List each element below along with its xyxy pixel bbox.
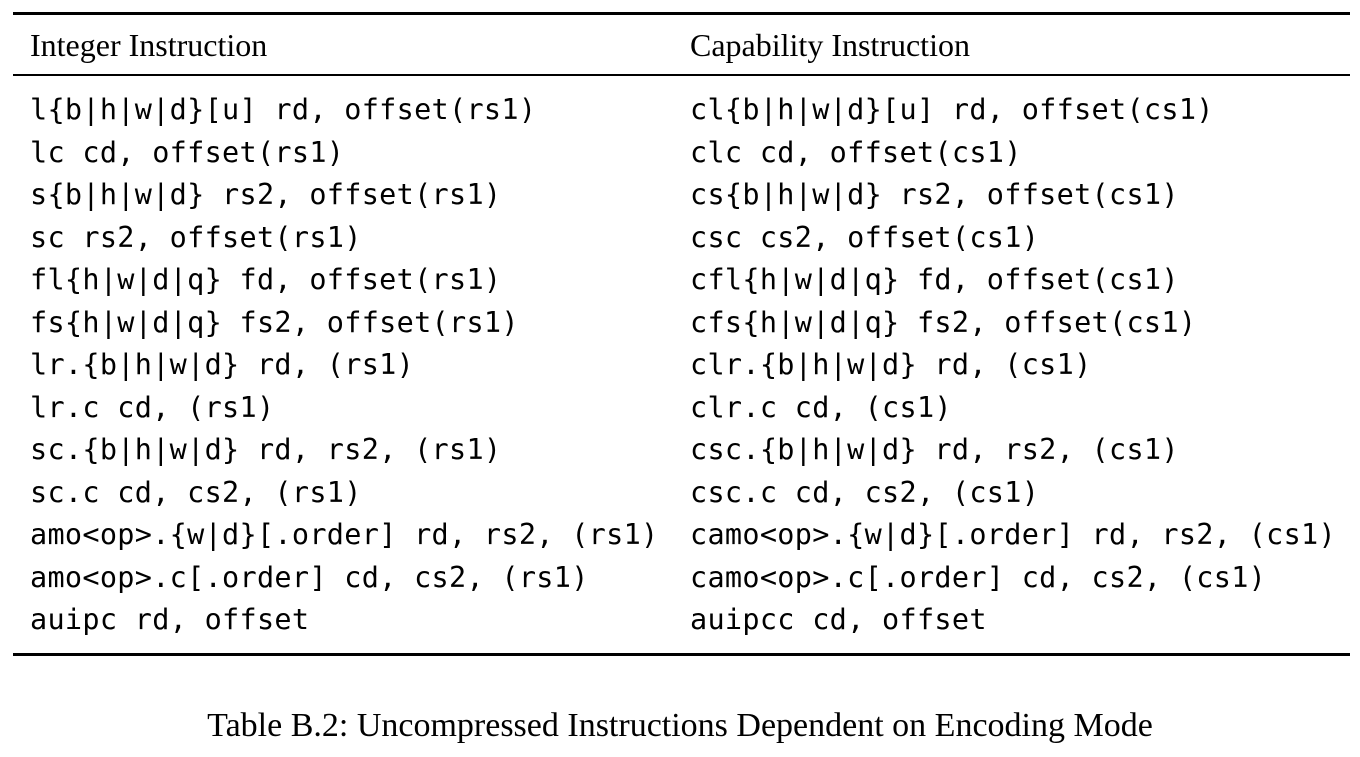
table-row: lr.c cd, (rs1) clr.c cd, (cs1)	[13, 387, 1350, 430]
table-row: auipc rd, offset auipcc cd, offset	[13, 599, 1350, 642]
capability-instruction-cell: cfs{h|w|d|q} fs2, offset(cs1)	[690, 305, 1197, 339]
integer-instruction-cell: sc.c cd, cs2, (rs1)	[30, 475, 362, 509]
integer-instruction-cell: amo<op>.c[.order] cd, cs2, (rs1)	[30, 560, 589, 594]
table-row: fs{h|w|d|q} fs2, offset(rs1) cfs{h|w|d|q…	[13, 302, 1350, 345]
table-row: amo<op>.c[.order] cd, cs2, (rs1) camo<op…	[13, 557, 1350, 600]
table-header-row: Integer Instruction Capability Instructi…	[13, 15, 1350, 74]
table-header-rule	[13, 74, 1350, 76]
integer-instruction-cell: auipc rd, offset	[30, 603, 310, 636]
table-row: sc.{b|h|w|d} rd, rs2, (rs1) csc.{b|h|w|d…	[13, 429, 1350, 472]
integer-instruction-cell: amo<op>.{w|d}[.order] rd, rs2, (rs1)	[30, 518, 659, 551]
header-integer-instruction: Integer Instruction	[30, 26, 268, 63]
capability-instruction-cell: camo<op>.c[.order] cd, cs2, (cs1)	[690, 560, 1267, 594]
table-top-rule	[13, 12, 1350, 15]
integer-instruction-cell: fl{h|w|d|q} fd, offset(rs1)	[30, 263, 502, 296]
capability-instruction-cell: cs{b|h|w|d} rs2, offset(cs1)	[690, 178, 1179, 211]
header-capability-instruction: Capability Instruction	[690, 26, 970, 63]
integer-instruction-cell: sc rs2, offset(rs1)	[30, 220, 362, 254]
table-caption: Table B.2: Uncompressed Instructions Dep…	[207, 707, 1153, 744]
integer-instruction-cell: l{b|h|w|d}[u] rd, offset(rs1)	[30, 93, 537, 126]
capability-instruction-cell: csc cs2, offset(cs1)	[690, 220, 1040, 254]
table-bottom-rule	[13, 652, 1350, 656]
integer-instruction-cell: s{b|h|w|d} rs2, offset(rs1)	[30, 178, 502, 211]
instruction-table: Integer Instruction Capability Instructi…	[13, 12, 1350, 656]
table-row: s{b|h|w|d} rs2, offset(rs1) cs{b|h|w|d} …	[13, 174, 1350, 217]
capability-instruction-cell: csc.{b|h|w|d} rd, rs2, (cs1)	[690, 433, 1179, 466]
table-row: sc rs2, offset(rs1) csc cs2, offset(cs1)	[13, 217, 1350, 260]
table-row: fl{h|w|d|q} fd, offset(rs1) cfl{h|w|d|q}…	[13, 259, 1350, 302]
table-row: l{b|h|w|d}[u] rd, offset(rs1) cl{b|h|w|d…	[13, 89, 1350, 132]
integer-instruction-cell: sc.{b|h|w|d} rd, rs2, (rs1)	[30, 433, 502, 466]
table-row: sc.c cd, cs2, (rs1) csc.c cd, cs2, (cs1)	[13, 472, 1350, 515]
capability-instruction-cell: camo<op>.{w|d}[.order] rd, rs2, (cs1)	[690, 518, 1336, 551]
capability-instruction-cell: clr.{b|h|w|d} rd, (cs1)	[690, 348, 1092, 381]
capability-instruction-cell: cl{b|h|w|d}[u] rd, offset(cs1)	[690, 93, 1214, 126]
integer-instruction-cell: fs{h|w|d|q} fs2, offset(rs1)	[30, 305, 519, 339]
table-row: lc cd, offset(rs1) clc cd, offset(cs1)	[13, 132, 1350, 175]
capability-instruction-cell: clr.c cd, (cs1)	[690, 390, 952, 424]
integer-instruction-cell: lr.{b|h|w|d} rd, (rs1)	[30, 348, 415, 381]
capability-instruction-cell: cfl{h|w|d|q} fd, offset(cs1)	[690, 263, 1179, 296]
integer-instruction-cell: lr.c cd, (rs1)	[30, 390, 275, 424]
table-row: amo<op>.{w|d}[.order] rd, rs2, (rs1) cam…	[13, 514, 1350, 557]
integer-instruction-cell: lc cd, offset(rs1)	[30, 135, 345, 169]
table-row: lr.{b|h|w|d} rd, (rs1) clr.{b|h|w|d} rd,…	[13, 344, 1350, 387]
capability-instruction-cell: csc.c cd, cs2, (cs1)	[690, 475, 1040, 509]
capability-instruction-cell: auipcc cd, offset	[690, 603, 987, 636]
capability-instruction-cell: clc cd, offset(cs1)	[690, 135, 1022, 169]
table-body: l{b|h|w|d}[u] rd, offset(rs1) cl{b|h|w|d…	[13, 76, 1350, 653]
